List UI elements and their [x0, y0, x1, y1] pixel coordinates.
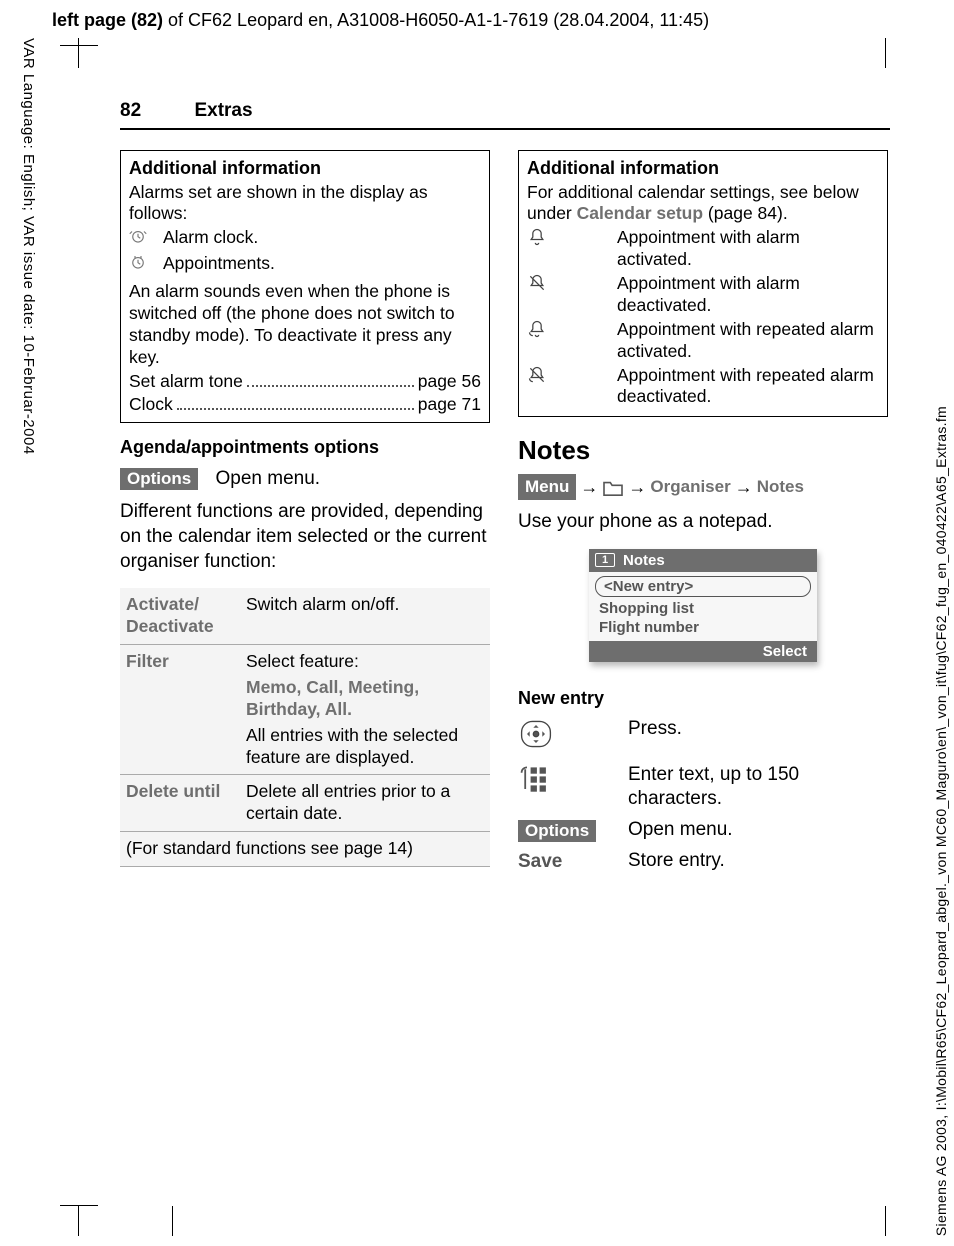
row-desc-line: Select feature:	[246, 651, 484, 673]
step-label: Save	[518, 849, 628, 873]
step-row: Enter text, up to 150 characters.	[518, 763, 888, 812]
note-count-icon: 1	[595, 553, 615, 567]
subheading: New entry	[518, 688, 888, 709]
phone-titlebar: 1 Notes	[589, 549, 817, 572]
dots	[177, 396, 414, 410]
crop-mark	[60, 45, 98, 46]
bell-repeat-icon	[527, 319, 617, 363]
box-intro: For additional calendar settings, see be…	[527, 182, 879, 226]
body-text: Different functions are provided, depend…	[120, 500, 490, 574]
step-row: Press.	[518, 717, 888, 757]
row-label: Activate/ Deactivate	[120, 588, 240, 644]
crop-mark	[78, 1206, 79, 1236]
options-line: Options Open menu.	[120, 468, 490, 490]
header-rest: of CF62 Leopard en, A31008-H6050-A1-1-76…	[163, 10, 709, 30]
box-title: Additional information	[527, 157, 879, 180]
phone-list-item: Flight number	[595, 618, 811, 637]
icon-row-text: Appointment with alarm activated.	[617, 227, 879, 271]
crop-mark	[60, 1205, 98, 1206]
keypad-icon	[518, 763, 628, 803]
nav-item: Notes	[757, 475, 804, 499]
dotted-row: Set alarm tone page 56	[129, 371, 481, 393]
info-box-right: Additional information For additional ca…	[518, 150, 888, 417]
row-desc: Delete all entries prior to a certain da…	[240, 775, 490, 831]
folder-icon	[602, 475, 624, 499]
header-prefix: left page (82)	[52, 10, 163, 30]
menu-softkey: Menu	[518, 474, 576, 500]
step-desc: Open menu.	[628, 818, 888, 843]
phone-softkey-bar: Select	[589, 641, 817, 662]
page-content: 82 Extras Additional information Alarms …	[120, 100, 890, 879]
nav-item: Organiser	[650, 475, 730, 499]
table-row: Activate/ Deactivate Switch alarm on/off…	[120, 588, 490, 645]
icon-row-text: Appointment with alarm deactivated.	[617, 273, 879, 317]
dotted-left: Clock	[129, 394, 173, 416]
step-desc: Store entry.	[628, 849, 888, 874]
select-softkey: Select	[763, 643, 807, 660]
options-softkey: Options	[120, 468, 198, 490]
row-desc-bold: Memo, Call, Meeting, Birthday, All.	[246, 677, 484, 721]
step-row: Save Store entry.	[518, 849, 888, 874]
box-para: An alarm sounds even when the phone is s…	[129, 281, 481, 369]
subheading: Agenda/appointments options	[120, 437, 490, 458]
arrow-icon: →	[735, 475, 753, 500]
icon-row-text: Appointment with repeated alarm deactiva…	[617, 365, 879, 409]
dotted-left: Set alarm tone	[129, 371, 243, 393]
crop-mark	[885, 38, 886, 68]
nav-breadcrumb: Menu → → Organiser → Notes	[518, 474, 888, 500]
page-header: 82 Extras	[120, 100, 890, 130]
bell-repeat-off-icon	[527, 365, 617, 409]
options-softkey: Options	[518, 820, 596, 842]
left-column: Additional information Alarms set are sh…	[120, 150, 490, 879]
dpad-icon	[518, 717, 628, 757]
dots	[247, 373, 414, 387]
box-title: Additional information	[129, 157, 481, 180]
phone-list-item: Shopping list	[595, 599, 811, 618]
arrow-icon: →	[628, 475, 646, 500]
page-number: 82	[120, 100, 190, 122]
icon-row-text: Appointment with repeated alarm activate…	[617, 319, 879, 363]
page-title: Extras	[194, 100, 252, 121]
options-desc: Open menu.	[216, 468, 321, 489]
bell-icon	[527, 227, 617, 271]
section-heading: Notes	[518, 435, 888, 466]
row-desc: Select feature: Memo, Call, Meeting, Bir…	[240, 645, 490, 774]
row-desc-line: All entries with the selected feature ar…	[246, 725, 484, 769]
right-margin-text: Siemens AG 2003, I:\Mobil\R65\CF62_Leopa…	[933, 406, 949, 1236]
appointments-icon	[129, 253, 163, 277]
alarm-clock-icon	[129, 227, 163, 251]
info-box-left: Additional information Alarms set are sh…	[120, 150, 490, 423]
icon-row-text: Alarm clock.	[163, 227, 481, 251]
step-desc: Press.	[628, 717, 888, 742]
options-table: Activate/ Deactivate Switch alarm on/off…	[120, 588, 490, 867]
step-desc: Enter text, up to 150 characters.	[628, 763, 888, 812]
phone-title: Notes	[623, 552, 665, 569]
table-footer: (For standard functions see page 14)	[120, 832, 490, 867]
arrow-icon: →	[580, 475, 598, 500]
body-text: Use your phone as a notepad.	[518, 510, 888, 535]
box-intro: Alarms set are shown in the display as f…	[129, 182, 481, 226]
row-label: Delete until	[120, 775, 240, 831]
right-column: Additional information For additional ca…	[518, 150, 888, 879]
row-desc: Switch alarm on/off.	[240, 588, 490, 644]
row-label: Filter	[120, 645, 240, 774]
phone-screenshot: 1 Notes <New entry> Shopping list Flight…	[589, 549, 817, 662]
step-row: Options Open menu.	[518, 818, 888, 843]
step-label: Options	[518, 818, 628, 842]
icon-row-text: Appointments.	[163, 253, 481, 277]
crop-mark	[78, 38, 79, 68]
bell-off-icon	[527, 273, 617, 317]
phone-selected-item: <New entry>	[595, 576, 811, 597]
crop-mark	[885, 1206, 886, 1236]
table-row: Delete until Delete all entries prior to…	[120, 775, 490, 832]
dotted-right: page 71	[418, 394, 481, 416]
crop-mark	[172, 1206, 173, 1236]
dotted-right: page 56	[418, 371, 481, 393]
doc-header: left page (82) of CF62 Leopard en, A3100…	[52, 10, 709, 31]
left-margin-text: VAR Language: English; VAR issue date: 1…	[20, 38, 37, 455]
table-row: Filter Select feature: Memo, Call, Meeti…	[120, 645, 490, 775]
dotted-row: Clock page 71	[129, 394, 481, 416]
